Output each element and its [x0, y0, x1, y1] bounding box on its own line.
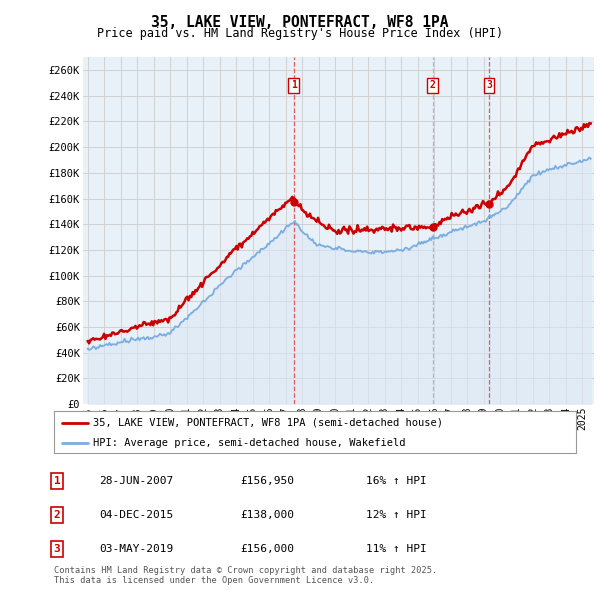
- Text: Contains HM Land Registry data © Crown copyright and database right 2025.
This d: Contains HM Land Registry data © Crown c…: [54, 566, 437, 585]
- Text: 12% ↑ HPI: 12% ↑ HPI: [366, 510, 427, 520]
- Text: £156,950: £156,950: [240, 476, 294, 486]
- Text: Price paid vs. HM Land Registry's House Price Index (HPI): Price paid vs. HM Land Registry's House …: [97, 27, 503, 40]
- Text: 1: 1: [291, 80, 296, 90]
- Text: 2: 2: [430, 80, 436, 90]
- Text: 35, LAKE VIEW, PONTEFRACT, WF8 1PA (semi-detached house): 35, LAKE VIEW, PONTEFRACT, WF8 1PA (semi…: [93, 418, 443, 428]
- Text: 1: 1: [53, 476, 61, 486]
- Text: HPI: Average price, semi-detached house, Wakefield: HPI: Average price, semi-detached house,…: [93, 438, 406, 447]
- Text: 03-MAY-2019: 03-MAY-2019: [99, 545, 173, 554]
- Text: 28-JUN-2007: 28-JUN-2007: [99, 476, 173, 486]
- Text: 04-DEC-2015: 04-DEC-2015: [99, 510, 173, 520]
- Text: 3: 3: [53, 545, 61, 554]
- Text: 35, LAKE VIEW, PONTEFRACT, WF8 1PA: 35, LAKE VIEW, PONTEFRACT, WF8 1PA: [151, 15, 449, 30]
- Text: 2: 2: [53, 510, 61, 520]
- Text: 3: 3: [486, 80, 492, 90]
- Text: £156,000: £156,000: [240, 545, 294, 554]
- Text: £138,000: £138,000: [240, 510, 294, 520]
- Text: 16% ↑ HPI: 16% ↑ HPI: [366, 476, 427, 486]
- Text: 11% ↑ HPI: 11% ↑ HPI: [366, 545, 427, 554]
